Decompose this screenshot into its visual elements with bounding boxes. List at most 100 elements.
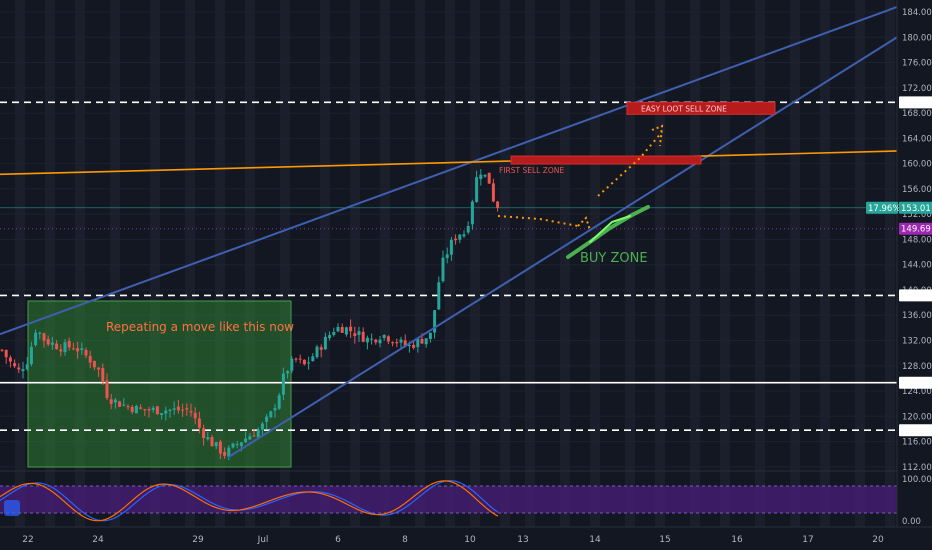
buy-zone-marker[interactable]: [566, 205, 650, 259]
candle-body[interactable]: [223, 451, 227, 456]
candle-body[interactable]: [202, 428, 206, 439]
candle-body[interactable]: [466, 225, 470, 233]
channel-lower-line[interactable]: [227, 36, 898, 459]
candle-body[interactable]: [332, 331, 336, 335]
candle-body[interactable]: [4, 350, 8, 358]
candle-body[interactable]: [231, 443, 235, 448]
candle-body[interactable]: [155, 406, 159, 415]
candle-body[interactable]: [286, 371, 290, 374]
candle-body[interactable]: [130, 406, 134, 412]
candle-body[interactable]: [323, 336, 327, 350]
candle-body[interactable]: [80, 348, 84, 350]
candle-body[interactable]: [269, 411, 273, 418]
price-tag[interactable]: [899, 424, 932, 437]
candle-body[interactable]: [168, 409, 172, 411]
candle-body[interactable]: [197, 418, 201, 428]
price-tag[interactable]: [899, 222, 932, 235]
candle-body[interactable]: [378, 339, 382, 344]
candle-body[interactable]: [395, 342, 399, 344]
candle-body[interactable]: [273, 408, 277, 411]
price-tag[interactable]: [899, 96, 932, 109]
candle-body[interactable]: [403, 340, 407, 346]
candle-body[interactable]: [113, 399, 117, 403]
candle-body[interactable]: [487, 172, 491, 184]
candle-body[interactable]: [193, 412, 197, 419]
candle-body[interactable]: [391, 342, 395, 344]
candle-body[interactable]: [399, 339, 403, 343]
candle-body[interactable]: [122, 404, 126, 406]
candle-body[interactable]: [109, 399, 113, 404]
candle-body[interactable]: [34, 332, 38, 346]
candle-body[interactable]: [491, 183, 495, 202]
candle-body[interactable]: [336, 326, 340, 332]
candle-body[interactable]: [139, 407, 143, 409]
candle-body[interactable]: [407, 344, 411, 347]
candle-body[interactable]: [63, 342, 67, 353]
candle-body[interactable]: [118, 401, 122, 407]
candle-body[interactable]: [265, 416, 269, 422]
candle-body[interactable]: [437, 282, 441, 310]
candle-body[interactable]: [479, 174, 483, 180]
candle-body[interactable]: [50, 342, 54, 345]
candle-body[interactable]: [328, 335, 332, 339]
candle-body[interactable]: [433, 310, 437, 333]
candle-body[interactable]: [29, 346, 33, 365]
candle-body[interactable]: [470, 201, 474, 225]
candle-body[interactable]: [374, 339, 378, 343]
candle-body[interactable]: [71, 348, 75, 350]
candle-body[interactable]: [101, 368, 105, 382]
indicator-collapse-icon[interactable]: [4, 500, 20, 516]
candle-body[interactable]: [277, 395, 281, 409]
candle-body[interactable]: [349, 326, 353, 332]
candle-body[interactable]: [382, 334, 386, 339]
candle-body[interactable]: [239, 442, 243, 446]
candle-body[interactable]: [76, 348, 80, 352]
candle-body[interactable]: [496, 201, 500, 208]
candle-body[interactable]: [353, 333, 357, 336]
candle-body[interactable]: [0, 349, 4, 351]
candle-body[interactable]: [210, 437, 214, 447]
projection-arrow-down[interactable]: [497, 215, 579, 227]
candle-body[interactable]: [55, 343, 59, 350]
candle-body[interactable]: [143, 409, 147, 411]
candle-body[interactable]: [206, 437, 210, 440]
candle-body[interactable]: [462, 234, 466, 237]
candle-body[interactable]: [281, 373, 285, 395]
candle-body[interactable]: [235, 444, 239, 446]
price-tag[interactable]: [899, 289, 932, 302]
candle-body[interactable]: [164, 410, 168, 414]
candle-body[interactable]: [416, 338, 420, 348]
price-tag[interactable]: [866, 201, 898, 214]
resistance-line[interactable]: [0, 150, 898, 176]
candle-body[interactable]: [134, 405, 138, 414]
first-sell-zone[interactable]: [510, 155, 702, 165]
candle-body[interactable]: [302, 359, 306, 365]
candle-body[interactable]: [252, 435, 256, 437]
candle-body[interactable]: [151, 407, 155, 410]
candle-body[interactable]: [84, 350, 88, 356]
candle-body[interactable]: [172, 408, 176, 410]
candle-body[interactable]: [420, 339, 424, 344]
candle-body[interactable]: [21, 369, 25, 372]
candle-body[interactable]: [441, 257, 445, 282]
candle-body[interactable]: [92, 360, 96, 368]
candle-body[interactable]: [290, 358, 294, 371]
candle-body[interactable]: [294, 358, 298, 360]
candle-body[interactable]: [256, 429, 260, 438]
candle-body[interactable]: [42, 333, 46, 341]
candle-body[interactable]: [160, 413, 164, 416]
candle-body[interactable]: [344, 327, 348, 335]
candle-body[interactable]: [8, 357, 12, 362]
candle-body[interactable]: [357, 331, 361, 336]
candle-body[interactable]: [483, 174, 487, 177]
candle-body[interactable]: [88, 355, 92, 363]
price-tag[interactable]: [899, 376, 932, 389]
candle-body[interactable]: [454, 238, 458, 241]
candle-body[interactable]: [126, 406, 130, 408]
candle-body[interactable]: [218, 441, 222, 454]
candle-body[interactable]: [315, 346, 319, 358]
candle-body[interactable]: [181, 409, 185, 411]
candle-body[interactable]: [319, 347, 323, 350]
candle-body[interactable]: [227, 447, 231, 458]
